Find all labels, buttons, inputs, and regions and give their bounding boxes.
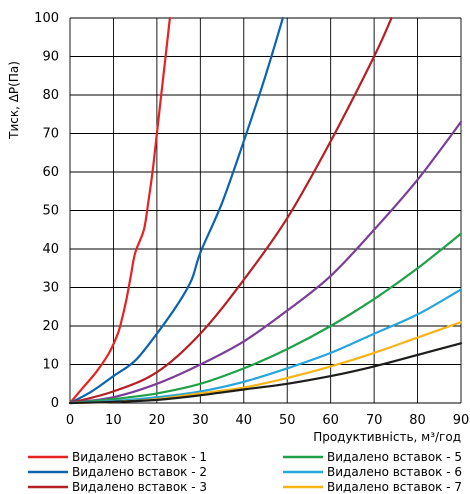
x-tick-label: 20 bbox=[149, 413, 166, 428]
y-tick-label: 30 bbox=[42, 281, 59, 296]
x-tick-label: 10 bbox=[105, 413, 122, 428]
axes: 0 10 20 30 40 50 60 70 80 90 0 10 20 30 40 50 60 70 80 90 10… bbox=[34, 11, 469, 428]
legend-label: Видалено вставок - 1 bbox=[72, 450, 207, 464]
legend-item-3: Видалено вставок - 3 bbox=[28, 480, 207, 494]
legend-label: Видалено вставок - 2 bbox=[72, 465, 207, 479]
x-tick-label: 70 bbox=[366, 413, 383, 428]
x-tick-label: 50 bbox=[279, 413, 296, 428]
legend-item-7: Видалено вставок - 7 bbox=[283, 480, 462, 494]
series-line-5 bbox=[68, 232, 463, 405]
legend-label: Видалено вставок - 7 bbox=[327, 480, 462, 494]
y-tick-label: 80 bbox=[42, 88, 59, 103]
series-line-7 bbox=[68, 321, 463, 405]
series-line-8 bbox=[68, 342, 463, 405]
series-line-6 bbox=[68, 288, 463, 405]
x-axis-title: Продуктивність, м³/год bbox=[313, 430, 461, 444]
x-tick-label: 30 bbox=[192, 413, 209, 428]
y-tick-label: 20 bbox=[42, 319, 59, 334]
series-line-1 bbox=[68, 16, 171, 405]
legend-item-1: Видалено вставок - 1 bbox=[28, 450, 207, 464]
y-tick-label: 40 bbox=[42, 242, 59, 257]
y-tick-label: 90 bbox=[42, 50, 59, 65]
y-tick-label: 60 bbox=[42, 165, 59, 180]
x-tick-label: 90 bbox=[453, 413, 470, 428]
y-tick-label: 50 bbox=[42, 204, 59, 219]
y-axis-title: Тиск, ΔP(Па) bbox=[7, 61, 21, 140]
legend-label: Видалено вставок - 5 bbox=[327, 450, 462, 464]
x-tick-label: 0 bbox=[66, 413, 74, 428]
x-tick-label: 80 bbox=[409, 413, 426, 428]
y-tick-label: 0 bbox=[51, 396, 59, 411]
y-tick-label: 10 bbox=[42, 358, 59, 373]
series-line-2 bbox=[68, 16, 284, 405]
legend-item-2: Видалено вставок - 2 bbox=[28, 465, 207, 479]
series-line-3 bbox=[68, 16, 393, 405]
y-tick-label: 100 bbox=[34, 11, 59, 26]
x-tick-label: 60 bbox=[322, 413, 339, 428]
legend-item-6: Видалено вставок - 6 bbox=[283, 465, 462, 479]
legend-label: Видалено вставок - 3 bbox=[72, 480, 207, 494]
legend-item-5: Видалено вставок - 5 bbox=[283, 450, 462, 464]
series-lines bbox=[68, 16, 463, 405]
y-tick-label: 70 bbox=[42, 127, 59, 142]
x-tick-label: 40 bbox=[236, 413, 253, 428]
legend-label: Видалено вставок - 6 bbox=[327, 465, 462, 479]
series-line-4 bbox=[68, 120, 463, 405]
